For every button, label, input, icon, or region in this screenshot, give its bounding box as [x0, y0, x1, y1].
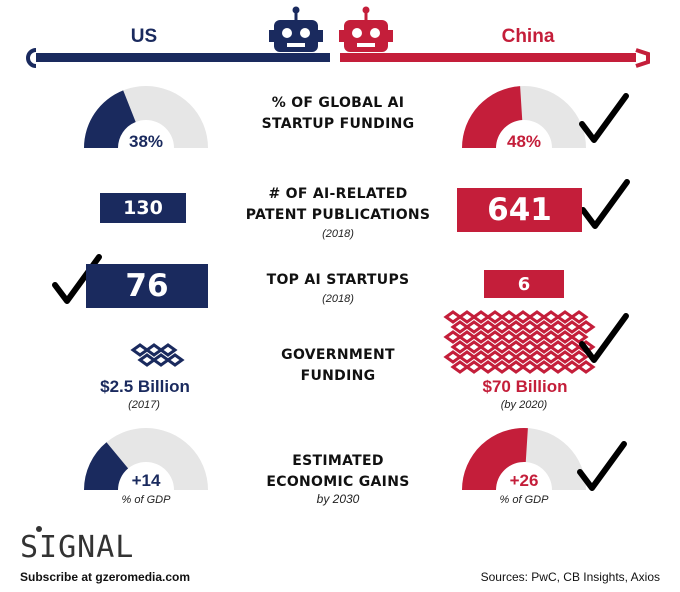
us-econ-value: +14 — [131, 471, 161, 490]
us-robot-icon-ear-right — [318, 30, 323, 42]
us-gov-funding-year: (2017) — [128, 399, 160, 411]
china-patents-value: 641 — [487, 192, 552, 228]
us-econ-gauge-fill — [84, 442, 129, 490]
china-robot-icon-eye-left — [352, 28, 362, 38]
china-econ-gauge-fill — [462, 428, 528, 490]
sources-text: Sources: PwC, CB Insights, Axios — [480, 570, 660, 584]
china-robot-icon-mouth — [357, 43, 375, 47]
china-funding-lattice-cell — [569, 310, 589, 324]
china-funding-value: 48% — [506, 132, 542, 151]
metric-title-gov-funding: GOVERNMENT FUNDING — [281, 347, 395, 384]
china-econ-value: +26 — [509, 471, 539, 490]
china-patents-bar: 641 — [457, 188, 582, 232]
us-robot-icon-eye-right — [300, 28, 310, 38]
us-robot-icon-antenna-tip — [292, 6, 300, 14]
us-patents-bar: 130 — [100, 193, 186, 223]
us-robot-icon-mouth — [287, 43, 305, 47]
china-funding-lattice-cell — [576, 320, 596, 334]
china-robot-icon-eye-right — [370, 28, 380, 38]
us-econ-unit: % of GDP — [121, 494, 171, 506]
metric-title-startup-funding: % OF GLOBAL AI STARTUP FUNDING — [261, 95, 415, 132]
us-robot-icon-head — [274, 20, 318, 52]
china-funding-lattice-cell — [569, 330, 589, 344]
subscribe-text: Subscribe at gzeromedia.com — [20, 570, 191, 584]
china-robot-icon-ear-right — [388, 30, 393, 42]
china-startups-value: 6 — [517, 273, 531, 295]
us-funding-value: 38% — [128, 132, 164, 151]
china-startups-bar: 6 — [484, 270, 564, 298]
us-label: US — [130, 26, 158, 47]
us-funding-gauge-fill — [84, 90, 136, 148]
china-gov-funding-value: $70 Billion — [482, 377, 568, 396]
us-header-bar — [36, 53, 330, 62]
us-funding-lattice-cell — [165, 353, 185, 367]
us-bar-end-icon — [26, 48, 37, 68]
us-patents-value: 130 — [123, 197, 163, 219]
china-funding-lattice-cell — [576, 360, 596, 374]
metric-title-econ-gains: ESTIMATED ECONOMIC GAINS — [266, 453, 410, 490]
china-econ-check-icon — [577, 441, 627, 491]
china-robot-icon-head — [344, 20, 388, 52]
china-econ-unit: % of GDP — [499, 494, 549, 506]
econ-gains-year: by 2030 — [316, 492, 360, 506]
startups-year: (2018) — [322, 293, 354, 305]
china-bar-end-icon — [635, 48, 650, 68]
china-robot-icon-ear-left — [339, 30, 344, 42]
us-gov-funding-value: $2.5 Billion — [100, 377, 190, 396]
patents-year: (2018) — [322, 228, 354, 240]
china-label: China — [501, 26, 555, 47]
china-funding-gauge-fill — [462, 86, 523, 148]
china-header-bar — [340, 53, 636, 62]
us-startups-value: 76 — [125, 268, 169, 304]
us-startups-bar: 76 — [86, 264, 208, 308]
china-funding-check-icon — [579, 93, 629, 143]
china-funding-lattice-cell — [569, 350, 589, 364]
metric-title-patents: # OF AI-RELATED PATENT PUBLICATIONS — [245, 186, 431, 223]
metric-title-startups: TOP AI STARTUPS — [266, 272, 410, 288]
china-patents-check-icon — [580, 179, 630, 229]
us-funding-lattice-cell — [158, 343, 178, 357]
china-gov-funding-check-icon — [579, 313, 629, 363]
signal-logo: SIGNAL — [20, 530, 135, 565]
us-robot-icon-ear-left — [269, 30, 274, 42]
china-gov-funding-year: (by 2020) — [500, 399, 548, 411]
us-robot-icon-eye-left — [282, 28, 292, 38]
china-robot-icon-antenna-tip — [362, 6, 370, 14]
signal-logo-dot — [36, 526, 42, 532]
